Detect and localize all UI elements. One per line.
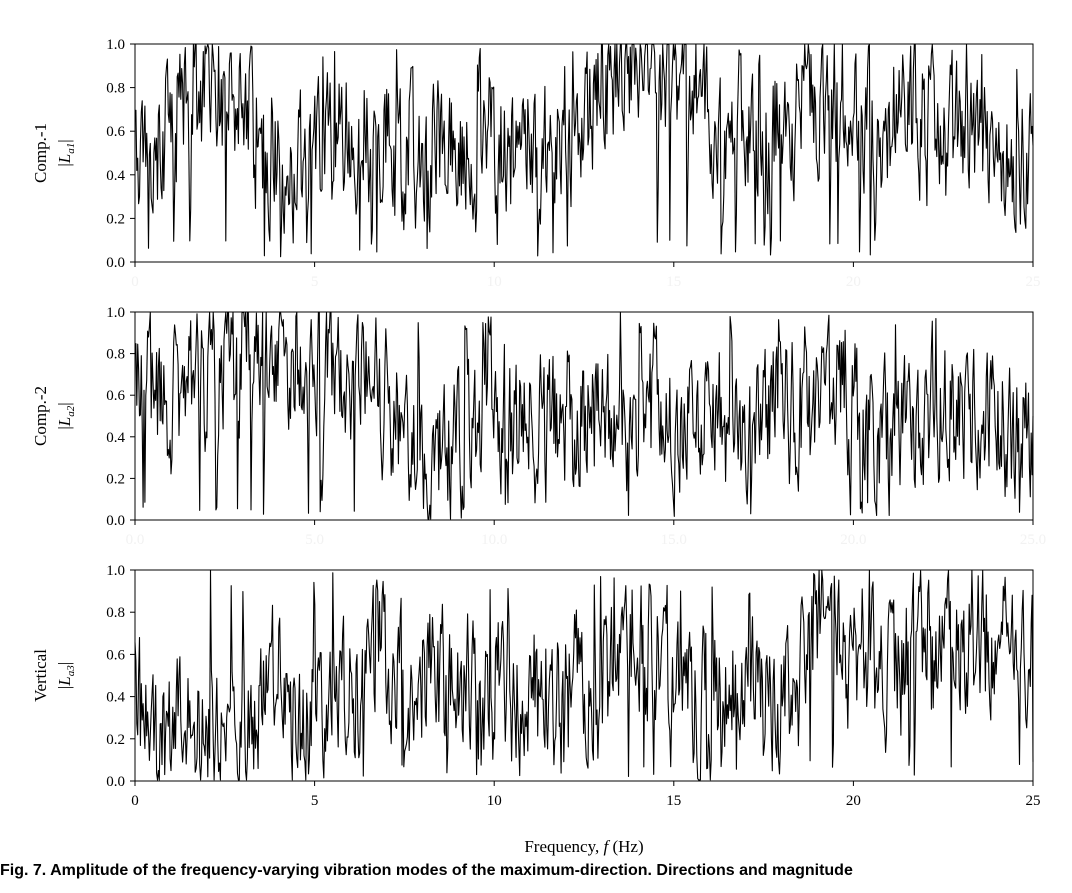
y-axis-label-symbol: |La2| <box>55 402 77 429</box>
y-tick-label: 0.0 <box>106 774 125 790</box>
x-tick-label: 25 <box>1026 793 1041 809</box>
chart-panel-2: 0.0 0.2 0.4 0.6 0.8 1.0 0.0 5.0 10.0 15.0 20.0 25.0… <box>31 305 1046 548</box>
figure-caption: Fig. 7. Amplitude of the frequency-varyi… <box>0 862 853 879</box>
y-tick-label: 0.0 <box>106 255 125 271</box>
y-tick-label: 0.6 <box>106 388 125 404</box>
x-tick-label: 0.0 <box>126 532 145 548</box>
y-tick-label: 0.6 <box>106 124 125 140</box>
y-tick-label: 1.0 <box>106 563 125 579</box>
y-tick-label: 1.0 <box>106 37 125 53</box>
y-tick-label: 0.8 <box>106 81 125 97</box>
y-axis-label-name: Comp.-2 <box>31 386 50 446</box>
x-tick-label: 5 <box>311 274 319 290</box>
plot-frame <box>134 43 1034 263</box>
x-tick-label: 5.0 <box>305 532 324 548</box>
y-tick-label: 1.0 <box>106 305 125 321</box>
y-tick-label: 0.2 <box>106 471 125 487</box>
y-tick-label: 0.2 <box>106 732 125 748</box>
y-tick-label: 0.2 <box>106 211 125 227</box>
chart-panel-3: 0.0 0.2 0.4 0.6 0.8 1.0 0 5 10 15 20 25 Vertical |La3… <box>31 563 1041 856</box>
x-tick-label: 10 <box>487 274 502 290</box>
x-tick-label: 20 <box>846 793 861 809</box>
y-tick-label: 0.4 <box>106 690 125 706</box>
x-tick-label: 20.0 <box>840 532 866 548</box>
y-tick-label: 0.0 <box>106 513 125 529</box>
series-line-1 <box>134 311 1034 520</box>
y-axis-label-name: Comp.-1 <box>31 123 50 183</box>
x-axis-label: Frequency, f (Hz) <box>524 837 643 856</box>
y-tick-label: 0.4 <box>106 430 125 446</box>
y-tick-label: 0.8 <box>106 605 125 621</box>
y-tick-label: 0.8 <box>106 347 125 363</box>
y-axis-label: Comp.-2 |La2| <box>31 386 77 446</box>
y-tick-label: 0.4 <box>106 168 125 184</box>
series-line-1 <box>134 569 1034 781</box>
x-tick-label: 0 <box>131 793 139 809</box>
x-tick-label: 5 <box>311 793 319 809</box>
y-axis-label: Vertical |La3| <box>31 649 77 702</box>
x-tick-label: 15 <box>666 793 681 809</box>
x-tick-label: 15.0 <box>661 532 687 548</box>
plot-frame <box>134 569 1034 782</box>
y-axis-label-symbol: |La3| <box>55 662 77 689</box>
x-tick-label: 25.0 <box>1020 532 1046 548</box>
x-tick-label: 0 <box>131 274 139 290</box>
y-axis-label-symbol: |La1| <box>55 139 77 166</box>
chart-panel-1: 0.0 0.2 0.4 0.6 0.8 1.0 0 5 10 15 20 25 Comp.-1 |La1| <box>31 37 1041 290</box>
x-tick-label: 10.0 <box>481 532 507 548</box>
series-line-1 <box>134 43 1034 258</box>
y-axis-label: Comp.-1 |La1| <box>31 123 77 183</box>
x-tick-label: 25 <box>1026 274 1041 290</box>
x-tick-label: 20 <box>846 274 861 290</box>
y-tick-label: 0.6 <box>106 647 125 663</box>
y-axis-label-name: Vertical <box>31 649 50 702</box>
x-tick-label: 15 <box>666 274 681 290</box>
x-tick-label: 10 <box>487 793 502 809</box>
